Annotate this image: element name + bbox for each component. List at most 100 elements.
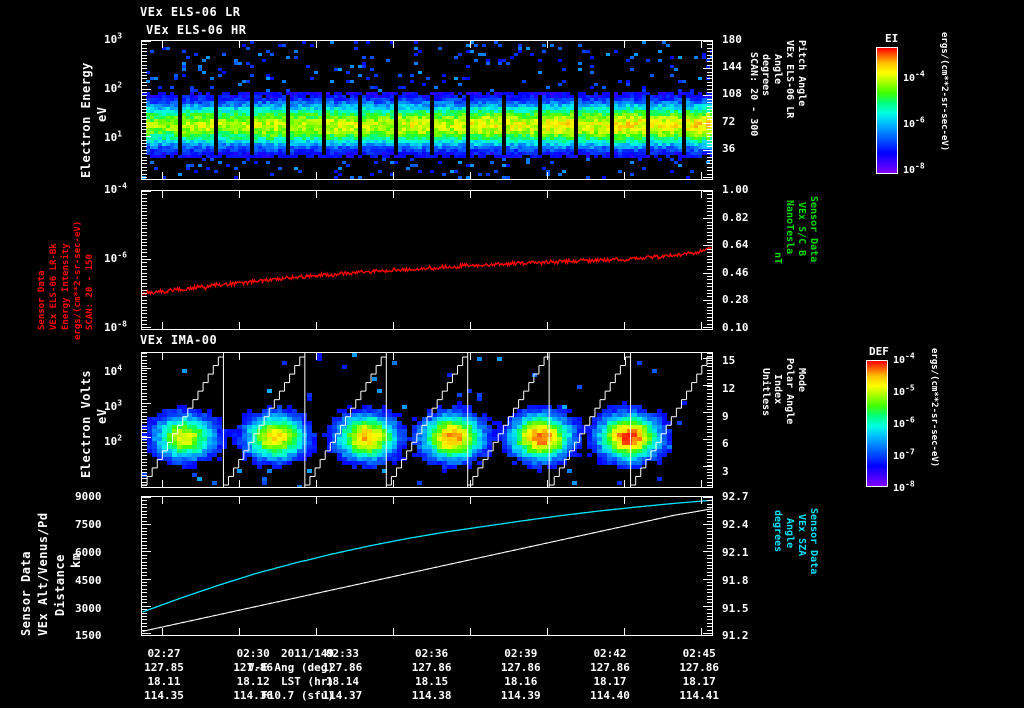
axis-xtick [701, 191, 702, 198]
footer-cell-times-5: 02:42 [593, 647, 627, 660]
axis-tick [707, 626, 712, 627]
axis-tick [142, 205, 147, 206]
axis-tick [142, 393, 147, 394]
panel3-right-ytick-4: 3 [722, 465, 729, 478]
axis-tick [142, 116, 147, 117]
axis-tick [707, 269, 712, 270]
panel1-title-lr: VEx ELS-06 LR [140, 5, 241, 19]
axis-tick [707, 363, 712, 364]
axis-tick [707, 136, 712, 137]
axis-tick [707, 575, 712, 576]
axis-xtick [393, 191, 394, 198]
axis-tick [707, 245, 712, 246]
panel3-plot-frame [141, 352, 713, 488]
axis-tick [707, 562, 712, 563]
axis-tick [142, 167, 147, 168]
panel1-colorbar-tick-0: 10-4 [903, 69, 925, 84]
axis-tick [707, 61, 712, 62]
axis-tick [707, 215, 712, 216]
axis-tick [142, 65, 147, 66]
axis-tick [142, 109, 147, 110]
axis-tick [707, 300, 712, 301]
axis-tick [707, 379, 712, 380]
axis-tick [707, 514, 712, 515]
axis-tick [707, 360, 712, 361]
axis-tick [707, 500, 712, 501]
footer-cell-lst-5: 18.17 [593, 675, 627, 688]
axis-tick [142, 422, 147, 423]
axis-xtick [470, 172, 471, 179]
axis-xtick [701, 353, 702, 360]
panel3-right-ytick-0: 15 [722, 354, 736, 367]
axis-tick [142, 269, 147, 270]
axis-tick [707, 633, 712, 634]
axis-tick [142, 602, 147, 603]
axis-tick [707, 273, 712, 274]
axis-tick [142, 379, 147, 380]
axis-xtick [470, 191, 471, 198]
axis-tick [707, 123, 712, 124]
panel4-plot-frame [141, 496, 713, 636]
axis-tick [142, 373, 147, 374]
axis-tick [707, 106, 712, 107]
axis-tick [142, 596, 147, 597]
panel3-ion-spectrogram [142, 353, 712, 487]
panel4-ytick-0: 9000 [75, 490, 102, 503]
panel3-right-ytick-1: 12 [722, 382, 736, 395]
axis-tick [707, 399, 712, 400]
panel3-colorbar-tick-1: 10-5 [893, 383, 915, 398]
axis-tick [142, 524, 147, 525]
axis-tick [142, 160, 147, 161]
panel3-ytick-0: 104 [104, 363, 123, 378]
axis-tick [707, 538, 712, 539]
panel1-right-ytick-3: 72 [722, 115, 736, 128]
axis-tick [707, 279, 712, 280]
axis-tick [142, 449, 147, 450]
axis-tick [142, 613, 147, 614]
axis-tick [142, 517, 147, 518]
axis-tick [707, 303, 712, 304]
axis-tick [707, 389, 712, 390]
axis-tick [142, 126, 147, 127]
axis-tick [707, 592, 712, 593]
axis-tick [142, 376, 147, 377]
footer-cell-lst-6: 18.17 [682, 675, 716, 688]
axis-xtick [470, 353, 471, 360]
axis-tick [707, 548, 712, 549]
axis-xtick [470, 322, 471, 329]
axis-tick [142, 225, 147, 226]
axis-xtick [547, 628, 548, 635]
axis-tick [707, 524, 712, 525]
axis-tick [707, 48, 712, 49]
axis-tick [142, 283, 147, 284]
footer-cell-lst-0: 18.11 [147, 675, 181, 688]
axis-tick [707, 482, 712, 483]
axis-xtick [547, 322, 548, 329]
axis-tick [142, 123, 147, 124]
axis-tick [142, 249, 147, 250]
axis-tick [707, 449, 712, 450]
axis-tick [142, 545, 147, 546]
axis-tick [142, 170, 147, 171]
axis-tick [707, 436, 712, 437]
axis-tick [142, 551, 147, 552]
panel3-right-ytick-2: 9 [722, 410, 729, 423]
axis-tick [142, 575, 147, 576]
axis-tick [142, 92, 147, 93]
axis-tick [142, 514, 147, 515]
axis-tick [142, 582, 147, 583]
panel1-spectrogram [142, 41, 712, 179]
axis-tick [142, 370, 147, 371]
axis-tick [142, 585, 147, 586]
axis-tick [707, 599, 712, 600]
footer-cell-ve_ang-0: 127.85 [144, 661, 184, 674]
axis-tick [707, 327, 712, 328]
footer-cell-lst-4: 18.16 [504, 675, 538, 688]
axis-tick [142, 558, 147, 559]
axis-tick [142, 462, 147, 463]
axis-tick [707, 555, 712, 556]
panel4-ytick-1: 7500 [75, 518, 102, 531]
axis-tick [707, 393, 712, 394]
axis-tick [707, 249, 712, 250]
axis-tick [707, 242, 712, 243]
